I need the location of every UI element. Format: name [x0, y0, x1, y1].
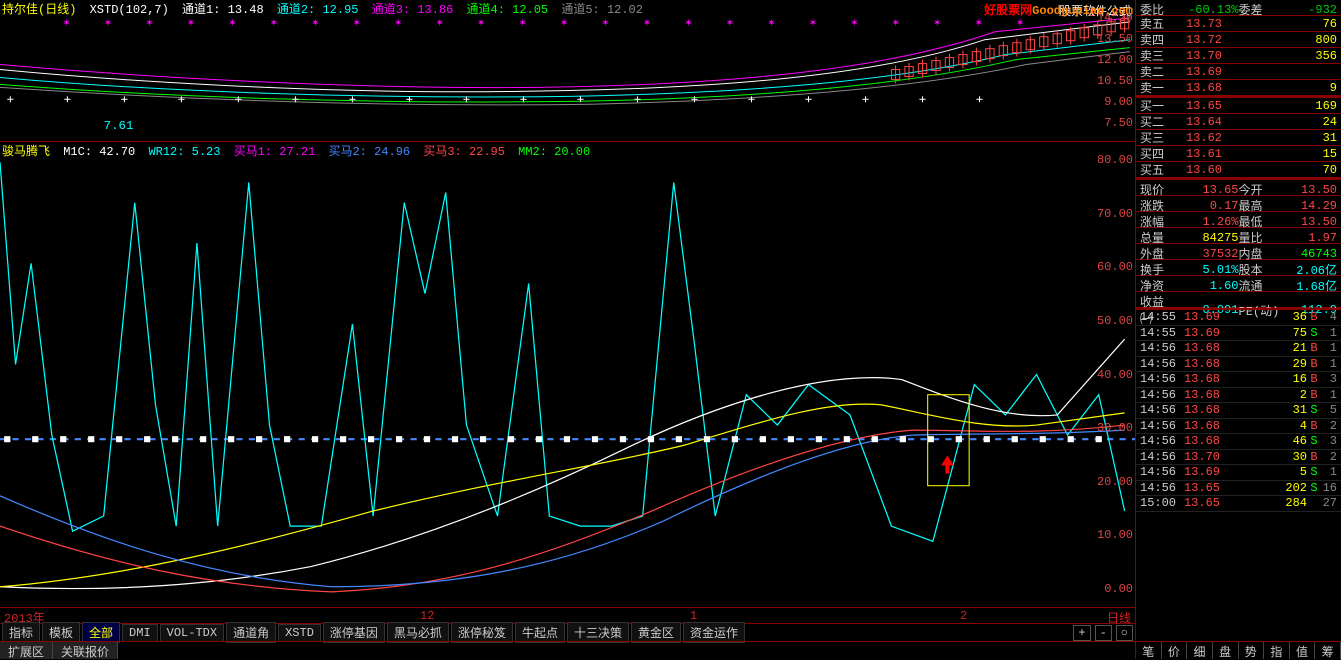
side-tab-盘[interactable]: 盘	[1213, 642, 1239, 659]
ask-row: 卖二13.69	[1136, 64, 1341, 80]
commission-row: 委比-60.13% 委差-932	[1136, 0, 1341, 16]
time-axis: 2013年 1212 日线	[0, 607, 1135, 623]
tick-row: 14:5613.6829B1	[1136, 357, 1341, 373]
tick-row: 14:5613.7030B2	[1136, 450, 1341, 466]
price-chart[interactable]: 股票软件公式 持尔佳(日线) XSTD(102,7) 通道1: 13.48 通道…	[0, 0, 1135, 142]
svg-text:✶: ✶	[518, 18, 527, 30]
svg-text:✶: ✶	[891, 18, 900, 30]
side-tab-价[interactable]: 价	[1162, 642, 1188, 659]
indicator-chart[interactable]: 骏马腾飞 M1C: 42.70 WR12: 5.23 买马1: 27.21 买马…	[0, 142, 1135, 607]
stat-row: 现价13.65今开13.50	[1136, 180, 1341, 196]
tab-牛起点[interactable]: 牛起点	[515, 622, 565, 643]
svg-text:✶: ✶	[104, 18, 113, 30]
tab-资金运作[interactable]: 资金运作	[683, 622, 745, 643]
bid-row: 买一13.65169	[1136, 98, 1341, 114]
side-tab-笔[interactable]: 笔	[1136, 642, 1162, 659]
top-yaxis: 14.2913.5012.0010.509.007.50	[1093, 0, 1133, 141]
ext-关联报价[interactable]: 关联报价	[53, 642, 118, 659]
tick-row: 14:5613.6831S5	[1136, 403, 1341, 419]
zoom-in[interactable]: +	[1073, 625, 1090, 641]
stat-row: 涨幅1.26%最低13.50	[1136, 212, 1341, 228]
tab-涨停基因[interactable]: 涨停基因	[323, 622, 385, 643]
bot-yaxis: 80.0070.0060.0050.0040.0030.0020.0010.00…	[1093, 142, 1133, 607]
tab-黄金区[interactable]: 黄金区	[631, 622, 681, 643]
svg-text:✶: ✶	[684, 18, 693, 30]
svg-text:7.61: 7.61	[104, 119, 134, 133]
zoom-out[interactable]: -	[1095, 625, 1112, 641]
svg-text:✶: ✶	[269, 18, 278, 30]
extension-bar: 扩展区关联报价	[0, 641, 1135, 659]
ask-row: 卖五13.7376	[1136, 16, 1341, 32]
svg-text:✶: ✶	[933, 18, 942, 30]
svg-text:✶: ✶	[808, 18, 817, 30]
tick-row: 14:5613.682B1	[1136, 388, 1341, 404]
svg-text:✶: ✶	[850, 18, 859, 30]
tab-DMI[interactable]: DMI	[122, 624, 158, 642]
tab-黑马必抓[interactable]: 黑马必抓	[387, 622, 449, 643]
svg-text:✶: ✶	[477, 18, 486, 30]
stat-row: 总量84275量比1.97	[1136, 228, 1341, 244]
side-tab-筹[interactable]: 筹	[1315, 642, 1341, 659]
top-chart-svg: ✶✶✶✶✶✶✶✶✶✶✶✶✶✶✶✶✶✶✶✶✶✶✶✶ 7.61 14.29	[0, 0, 1135, 141]
svg-text:✶: ✶	[435, 18, 444, 30]
tab-VOL-TDX[interactable]: VOL-TDX	[160, 624, 224, 642]
stat-row: 外盘37532内盘46743	[1136, 244, 1341, 260]
side-tab-指[interactable]: 指	[1264, 642, 1290, 659]
top-chart-header: 持尔佳(日线) XSTD(102,7) 通道1: 13.48 通道2: 12.9…	[2, 0, 655, 17]
svg-text:✶: ✶	[767, 18, 776, 30]
ask-row: 卖一13.689	[1136, 80, 1341, 96]
svg-text:✶: ✶	[62, 18, 71, 30]
stat-row: 换手5.01%股本2.06亿	[1136, 260, 1341, 276]
tick-row: 14:5613.6846S3	[1136, 434, 1341, 450]
tab-all[interactable]: 全部	[82, 622, 120, 643]
ask-row: 卖三13.70356	[1136, 48, 1341, 64]
zoom-reset[interactable]: ○	[1116, 625, 1133, 641]
bid-row: 买二13.6424	[1136, 114, 1341, 130]
zoom-controls: + - ○	[1073, 625, 1133, 641]
svg-text:✶: ✶	[311, 18, 320, 30]
bot-chart-header: 骏马腾飞 M1C: 42.70 WR12: 5.23 买马1: 27.21 买马…	[2, 142, 602, 159]
tab-十三决策[interactable]: 十三决策	[567, 622, 629, 643]
stat-row: 收益㈠0.091PE(动)112.9	[1136, 292, 1341, 308]
watermark: 好股票网Goodgupiao.com	[984, 0, 1133, 20]
side-tab-细[interactable]: 细	[1187, 642, 1213, 659]
tick-row: 14:5613.695S1	[1136, 465, 1341, 481]
svg-text:✶: ✶	[187, 18, 196, 30]
tick-row: 14:5513.6975S1	[1136, 326, 1341, 342]
side-tab-势[interactable]: 势	[1239, 642, 1265, 659]
svg-text:✶: ✶	[974, 18, 983, 30]
bid-row: 买三13.6231	[1136, 130, 1341, 146]
bid-row: 买五13.6070	[1136, 162, 1341, 178]
tab-XSTD[interactable]: XSTD	[278, 624, 321, 642]
svg-text:✶: ✶	[726, 18, 735, 30]
ask-row: 卖四13.72800	[1136, 32, 1341, 48]
side-tabs: 笔价细盘势指值筹	[1136, 641, 1341, 659]
tick-row: 15:0013.6528427	[1136, 496, 1341, 512]
svg-text:✶: ✶	[145, 18, 154, 30]
tab-涨停秘笈[interactable]: 涨停秘笈	[451, 622, 513, 643]
svg-text:✶: ✶	[643, 18, 652, 30]
svg-text:✶: ✶	[228, 18, 237, 30]
svg-text:✶: ✶	[560, 18, 569, 30]
svg-text:✶: ✶	[352, 18, 361, 30]
stat-row: 涨跌0.17最高14.29	[1136, 196, 1341, 212]
bid-row: 买四13.6115	[1136, 146, 1341, 162]
svg-text:✶: ✶	[601, 18, 610, 30]
tick-row: 14:5613.6816B3	[1136, 372, 1341, 388]
tab-模板[interactable]: 模板	[42, 622, 80, 643]
tick-row: 14:5513.6936B4	[1136, 310, 1341, 326]
bot-chart-svg	[0, 142, 1135, 607]
tick-row: 14:5613.6821B1	[1136, 341, 1341, 357]
svg-text:✶: ✶	[394, 18, 403, 30]
tick-row: 14:5613.684B2	[1136, 419, 1341, 435]
ext-扩展区[interactable]: 扩展区	[0, 642, 53, 659]
side-tab-值[interactable]: 值	[1290, 642, 1316, 659]
side-panel: 委比-60.13% 委差-932 卖五13.7376卖四13.72800卖三13…	[1136, 0, 1341, 659]
tick-row: 14:5613.65202S16	[1136, 481, 1341, 497]
tab-通道角[interactable]: 通道角	[226, 622, 276, 643]
indicator-tabs: 指标模板 全部 DMIVOL-TDX通道角XSTD涨停基因黑马必抓涨停秘笈牛起点…	[0, 623, 1135, 641]
stat-row: 净资1.60流通1.68亿	[1136, 276, 1341, 292]
